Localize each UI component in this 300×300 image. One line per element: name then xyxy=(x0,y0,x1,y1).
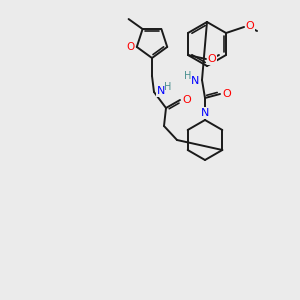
Text: O: O xyxy=(208,54,216,64)
Text: O: O xyxy=(246,21,254,31)
Text: H: H xyxy=(164,82,172,92)
Text: N: N xyxy=(201,108,209,118)
Text: N: N xyxy=(157,86,165,96)
Text: H: H xyxy=(184,71,192,81)
Text: O: O xyxy=(223,89,231,99)
Text: N: N xyxy=(191,76,199,86)
Text: O: O xyxy=(127,42,135,52)
Text: O: O xyxy=(183,95,191,105)
